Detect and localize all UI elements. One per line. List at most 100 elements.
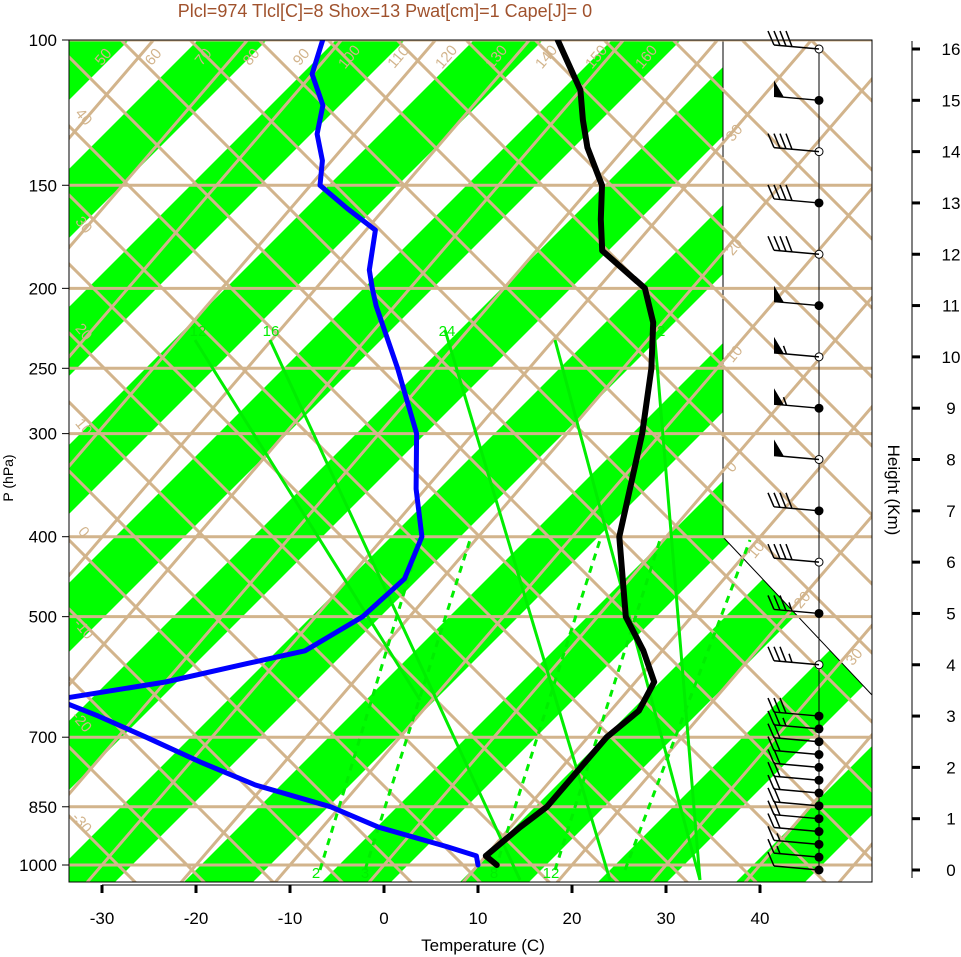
dry-adiabat-line — [602, 40, 872, 311]
mixing-ratio-label: 24 — [439, 323, 456, 340]
dry-adiabat-line — [326, 40, 872, 587]
wind-barb-full — [767, 595, 775, 610]
wind-barb-full — [785, 492, 793, 509]
height-tick-label: 0 — [946, 861, 955, 880]
isotherm-line — [367, 295, 872, 882]
temperature-profile — [482, 40, 658, 868]
isotherm-line — [743, 732, 872, 882]
temperature-axis: -30 -20 -10 0 10 20 30 40 — [90, 884, 769, 928]
wind-barb-full — [767, 133, 775, 148]
height-tick-label: 1 — [946, 810, 955, 829]
moist-adiabat-line — [443, 329, 612, 881]
temperature-tick-label: 0 — [379, 909, 388, 928]
wind-barb-full — [785, 184, 793, 201]
wind-barb-full — [773, 710, 781, 726]
dry-adiabat-line — [69, 123, 828, 882]
wind-barb-shaft — [773, 775, 820, 781]
wind-barb-pennant — [774, 285, 784, 303]
isotherm-line — [69, 40, 719, 797]
wind-barb-pennant — [774, 388, 784, 406]
mixing-ratio-dashed-line — [553, 539, 662, 871]
height-tick-label: 11 — [942, 297, 960, 316]
isotherm-label: 40 — [72, 105, 96, 129]
isotherm-line — [649, 623, 872, 882]
mixing-ratio-label: 2 — [312, 865, 320, 882]
adiabat-band — [598, 608, 872, 882]
wind-barb-shaft — [773, 826, 820, 833]
wind-barb-shaft — [773, 839, 820, 846]
height-axis-label: Height (Km) — [884, 445, 903, 536]
wind-barb-full — [779, 133, 787, 149]
wind-barb-full — [767, 710, 775, 726]
dry-adiabat-line — [257, 40, 872, 656]
wind-barb-full — [767, 851, 775, 867]
wind-barb-full — [773, 697, 781, 713]
adiabat-band — [69, 40, 819, 790]
pressure-tick-label: 250 — [29, 359, 57, 378]
height-tick-label: 6 — [946, 553, 955, 572]
plot-frame — [68, 39, 873, 883]
wind-barb-shaft — [773, 44, 820, 50]
wind-barb-full — [773, 30, 781, 46]
mixing-ratio-dashed-line — [363, 539, 472, 871]
wind-barb-full — [767, 646, 775, 662]
dry-adiabat-line — [69, 606, 345, 882]
wind-barb-full — [785, 30, 793, 47]
moist-adiabat-line — [193, 339, 422, 701]
isotherm-line — [69, 40, 437, 469]
isotherm-line — [69, 40, 249, 250]
wind-barb-full — [773, 595, 781, 611]
wind-barb-full — [773, 235, 781, 252]
wind-barb-full — [773, 646, 781, 662]
wind-barb-full — [767, 543, 775, 559]
wind-barb-full — [767, 235, 775, 251]
wind-barb-shaft — [773, 146, 820, 153]
wind-barb-full — [785, 235, 793, 253]
adiabat-band — [69, 40, 543, 514]
wind-barb-full — [779, 595, 787, 611]
wind-barb-shaft — [773, 724, 820, 730]
wind-barb-full — [767, 184, 775, 200]
wind-barb-full — [779, 184, 787, 201]
y-axis-label: P (hPa) — [0, 454, 16, 501]
pressure-tick-label: 150 — [29, 176, 57, 195]
dry-adiabat-line — [671, 40, 872, 242]
wind-barb-full — [767, 697, 775, 713]
wind-barb-full — [779, 543, 787, 560]
isotherm-line — [69, 40, 343, 360]
mixing-ratio-label: 16 — [263, 323, 280, 340]
plot-mask-area — [723, 40, 872, 882]
wind-barb-full — [773, 813, 781, 829]
wind-barb-half — [788, 653, 793, 663]
wind-barb-shaft — [773, 749, 820, 756]
dry-adiabat-line — [188, 40, 872, 725]
height-tick-label: 15 — [942, 91, 961, 110]
wind-barb-shaft — [773, 711, 820, 717]
wind-barb-full — [773, 184, 781, 200]
wind-barb-pennant — [774, 439, 784, 457]
height-tick-label: 16 — [942, 40, 961, 59]
wind-barb-full — [767, 787, 775, 803]
wind-barb-shaft — [773, 788, 820, 794]
height-tick-label: 10 — [942, 348, 961, 367]
wind-barb-full — [773, 800, 781, 816]
mixing-ratio-label: 8 — [490, 865, 498, 882]
wind-barb-full — [767, 838, 775, 854]
pressure-tick-label: 100 — [29, 31, 57, 50]
height-tick-label: 2 — [946, 758, 955, 777]
dry-adiabat-line — [69, 399, 552, 882]
moist-adiabat-line — [653, 339, 702, 881]
wind-barb-full — [779, 492, 787, 509]
isotherm-label: 90 — [290, 45, 314, 69]
wind-barb-shaft — [773, 198, 820, 204]
height-tick-label: 13 — [942, 194, 961, 213]
wind-barb-pennant — [774, 336, 784, 354]
wind-barb-full — [767, 813, 775, 828]
dry-adiabat-line — [119, 40, 872, 794]
isotherms — [69, 40, 872, 882]
wind-barb-shaft — [773, 852, 820, 858]
wind-barb-shaft — [773, 557, 820, 563]
height-tick-label: 9 — [946, 399, 955, 418]
